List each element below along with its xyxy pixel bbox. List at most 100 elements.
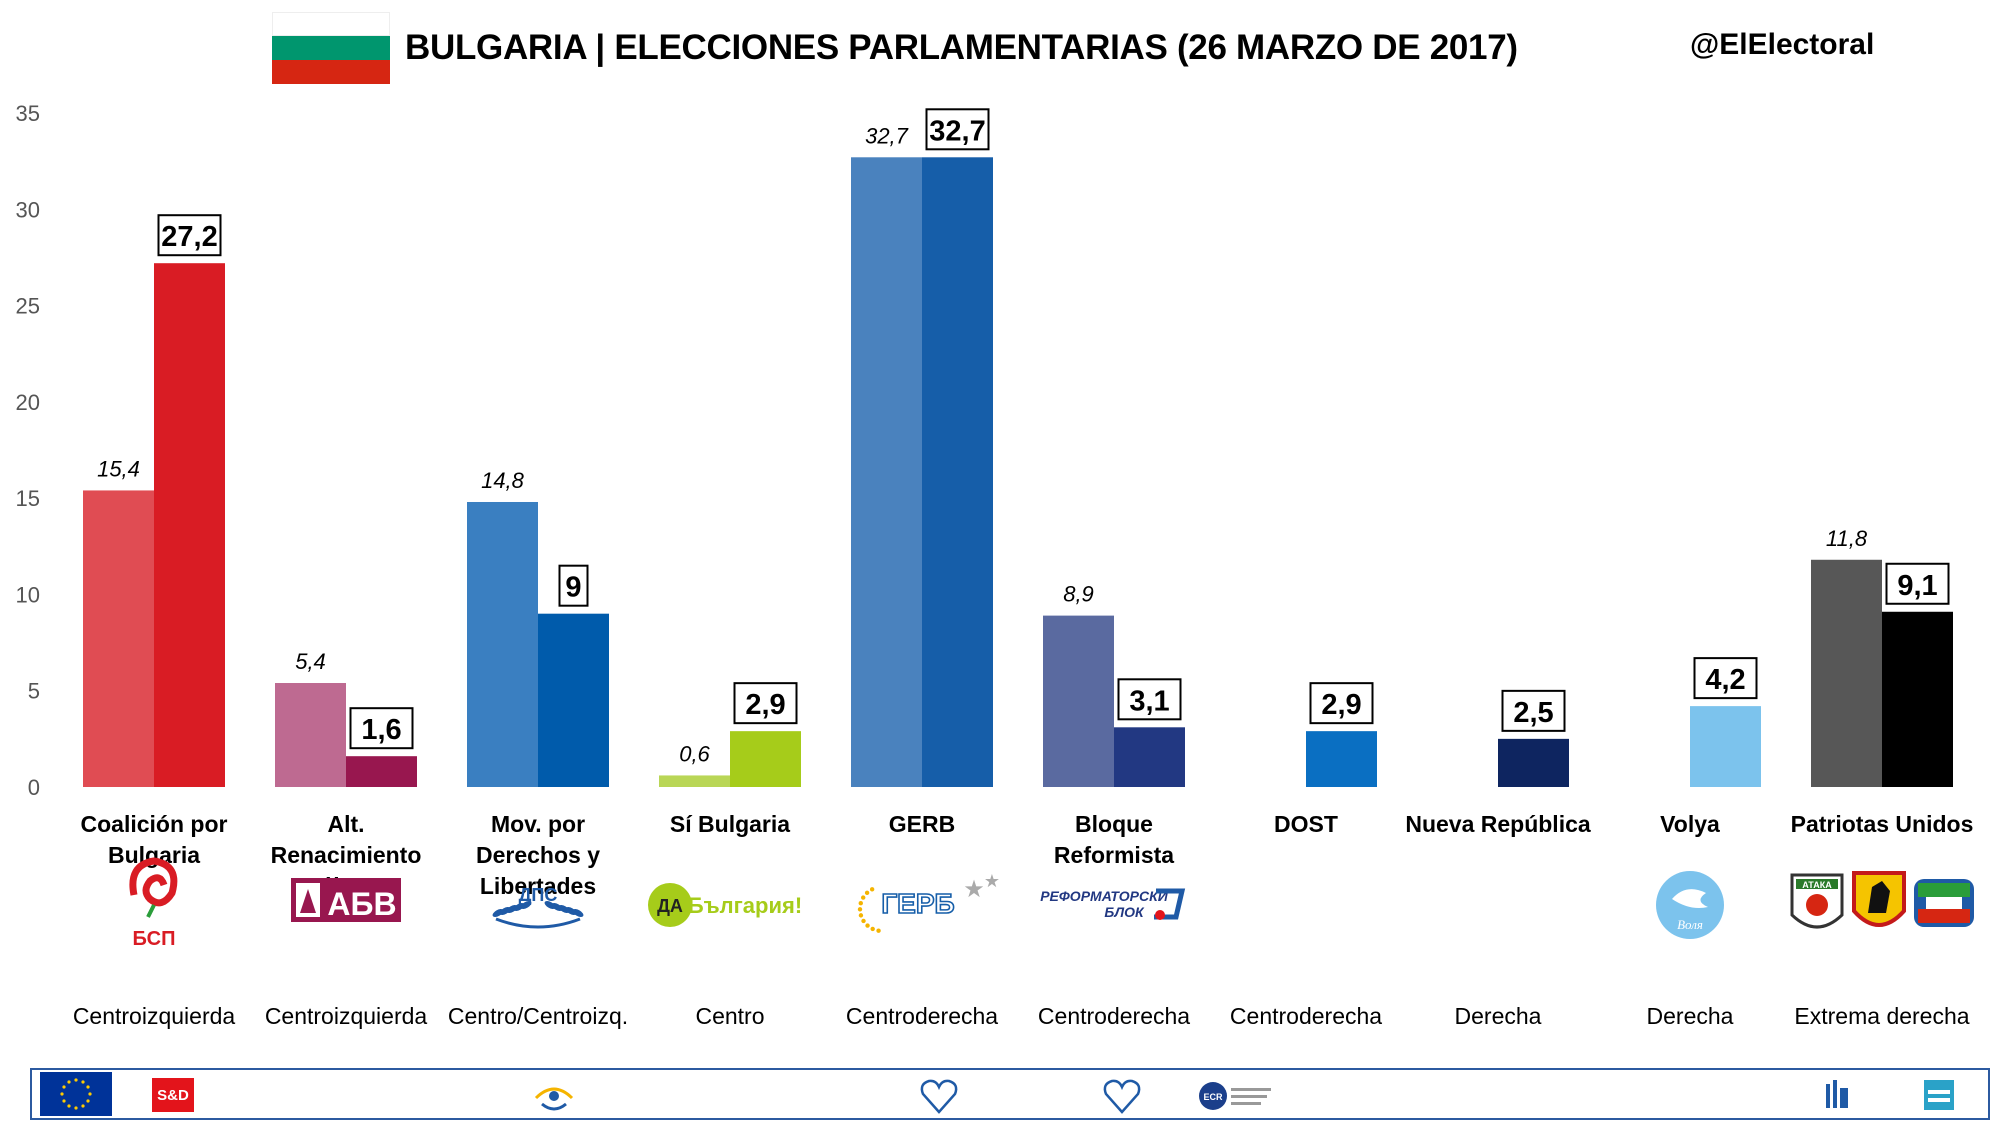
- volya-logo-text: Воля: [1677, 917, 1703, 932]
- author-handle: @ElElectoral: [1690, 28, 1875, 61]
- data-label-prev: 8,9: [1063, 582, 1094, 607]
- y-tick-label: 35: [16, 101, 40, 126]
- gerb-stars-logo: ГЕРБ ★ ★: [857, 871, 1000, 933]
- ideology-label: Centroderecha: [846, 1003, 998, 1029]
- da-logo-badge: ДА: [657, 896, 683, 916]
- y-tick-label: 10: [16, 582, 40, 607]
- data-label-prev: 32,7: [865, 123, 909, 148]
- flag-red-stripe: [272, 60, 390, 84]
- bar-current: [1306, 731, 1377, 787]
- ataka-shield-icon: АТАКА: [1790, 873, 1844, 929]
- bars-group: [83, 157, 1953, 788]
- vmro-shield-icon: [1852, 871, 1906, 927]
- y-tick-label: 0: [28, 775, 40, 800]
- flag-green-stripe: [272, 36, 390, 60]
- dps-laurel-logo: ДПС: [492, 885, 584, 929]
- data-label-current: 32,7: [929, 115, 985, 147]
- reform-logo-line1: РЕФОРМАТОРСКИ: [1040, 888, 1169, 904]
- bar-current: [1498, 738, 1569, 787]
- category-label: Libertades: [480, 873, 596, 899]
- bsp-logo-text: БСП: [133, 928, 176, 950]
- nfsb-logo-icon: [1914, 879, 1974, 927]
- epp-logo: [532, 1076, 576, 1114]
- reform-logo-line2: БЛОК: [1104, 904, 1145, 920]
- data-label-prev: 0,6: [679, 741, 710, 766]
- data-label-current: 1,6: [361, 714, 401, 746]
- data-label-current: 27,2: [161, 221, 217, 253]
- category-label: Coalición por: [81, 811, 228, 837]
- da-logo-text: България!: [688, 893, 802, 918]
- data-label-current: 9: [565, 572, 581, 604]
- data-label-box: [925, 108, 990, 151]
- category-label: DOST: [1274, 811, 1338, 837]
- star-icon: ★: [984, 871, 1000, 891]
- category-label: Volya: [1660, 811, 1720, 837]
- ideology-label: Derecha: [1647, 1003, 1734, 1029]
- data-label-box: [733, 682, 798, 725]
- category-label: Reformista: [1054, 842, 1174, 868]
- abv-logo-text: АБВ: [327, 886, 396, 922]
- united-patriots-logos: АТАКА: [1790, 871, 1974, 929]
- data-label-current: 2,9: [745, 689, 785, 721]
- gerb-logo-text: ГЕРБ: [881, 888, 954, 919]
- data-label-box: [157, 214, 222, 257]
- category-label: Patriotas Unidos: [1791, 811, 1974, 837]
- ideology-label: Centro: [695, 1003, 764, 1029]
- bar-current: [154, 263, 225, 788]
- volya-dove-logo: Воля: [1656, 871, 1724, 939]
- alde-heart-logo: [917, 1076, 961, 1114]
- ecr-logo: ECR: [1197, 1076, 1277, 1114]
- data-label-prev: 11,8: [1826, 526, 1868, 551]
- bar-current: [346, 756, 417, 787]
- ideology-label: Derecha: [1455, 1003, 1542, 1029]
- ideology-label: Centroderecha: [1038, 1003, 1190, 1029]
- party-logos-group: БСП АБВ ДПС ДА България! ГЕРБ ★ ★ РЕФОРМАТОРСКИБ…: [129, 857, 1974, 950]
- bar-current: [538, 613, 609, 787]
- flag-white-stripe: [272, 12, 390, 36]
- data-label-box: [1117, 678, 1182, 721]
- data-label-box: [558, 564, 589, 607]
- data-label-box: [349, 707, 414, 750]
- ideology-label: Centroizquierda: [265, 1003, 428, 1029]
- data-label-current: 9,1: [1897, 570, 1937, 602]
- bar-current: [1690, 706, 1761, 787]
- data-label-prev: 5,4: [295, 649, 326, 674]
- alde-heart-logo-2: [1100, 1076, 1144, 1114]
- bar-prev: [467, 501, 538, 787]
- abv-lion-logo: АБВ: [291, 878, 401, 922]
- category-label: Nueva República: [1405, 811, 1591, 837]
- bar-chart: 0 5 10 15 20 25 30 35 15,4 27,2 5,4 1,6 14,8 9 0,6 2,9…: [16, 101, 1974, 1029]
- bar-prev: [275, 683, 346, 787]
- data-label-current: 2,5: [1513, 697, 1553, 729]
- ideology-label: Centro/Centroizq.: [448, 1003, 628, 1029]
- category-label: GERB: [889, 811, 955, 837]
- efdd-logo: [1922, 1076, 1956, 1114]
- bar-current: [922, 157, 993, 787]
- ideology-label: Centroizquierda: [73, 1003, 236, 1029]
- sd-logo: S&D: [152, 1078, 194, 1112]
- data-label-current: 3,1: [1129, 685, 1169, 717]
- svg-text:ECR: ECR: [1203, 1092, 1223, 1102]
- dps-logo-text: ДПС: [519, 885, 558, 905]
- category-label: Sí Bulgaria: [670, 811, 790, 837]
- y-tick-label: 25: [16, 294, 40, 319]
- ens-logo: [1822, 1076, 1852, 1114]
- data-label-current: 2,9: [1321, 689, 1361, 721]
- bar-current: [730, 731, 801, 787]
- data-label-prev: 14,8: [481, 468, 525, 493]
- y-axis: 0 5 10 15 20 25 30 35: [16, 101, 40, 800]
- bar-prev: [851, 157, 922, 787]
- star-icon: ★: [963, 876, 985, 903]
- ataka-logo-text: АТАКА: [1802, 880, 1832, 890]
- category-label: Alt.: [327, 811, 364, 837]
- bar-current: [1114, 727, 1185, 787]
- data-label-box: [1501, 689, 1566, 732]
- bar-prev: [83, 490, 154, 787]
- y-tick-label: 5: [28, 679, 40, 704]
- data-label-box: [1309, 682, 1374, 725]
- ideology-labels-group: Centroizquierda Centroizquierda Centro/Cen…: [73, 1003, 1970, 1029]
- y-tick-label: 15: [16, 486, 40, 511]
- data-label-box: [1885, 562, 1950, 605]
- eu-flag-icon: [40, 1072, 112, 1116]
- data-label-current: 4,2: [1705, 664, 1745, 696]
